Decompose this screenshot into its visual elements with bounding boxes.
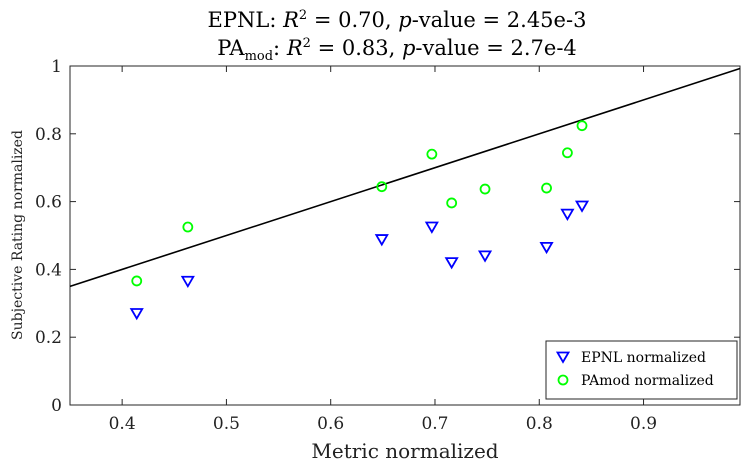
legend-label-epnl: EPNL normalized <box>581 350 706 366</box>
epnl-point <box>424 221 439 234</box>
series-epnl-normalized <box>129 200 590 321</box>
y-tick-label: 0.8 <box>35 125 62 145</box>
y-tick-label: 0.4 <box>35 260 62 280</box>
x-tick-label: 0.7 <box>421 414 448 434</box>
x-tick-label: 0.5 <box>213 414 240 434</box>
epnl-point <box>180 275 195 289</box>
x-tick-label: 0.6 <box>317 414 344 434</box>
legend-marker-pamod <box>557 374 569 386</box>
epnl-point <box>560 208 575 221</box>
epnl-point <box>477 250 493 263</box>
pamod-point <box>426 148 438 160</box>
chart-title-line-2: PAmod: R2 = 0.83, p-value = 2.7e-4 <box>217 36 577 64</box>
pamod-point <box>446 197 458 209</box>
legend-marker-epnl <box>555 351 571 364</box>
pamod-point <box>576 120 588 132</box>
pamod-point <box>479 183 491 195</box>
y-tick-label: 0 <box>51 396 62 416</box>
x-axis-label: Metric normalized <box>311 439 498 463</box>
x-tick-label: 0.8 <box>526 414 553 434</box>
legend-box <box>545 340 738 400</box>
epnl-point <box>574 200 590 213</box>
pamod-point <box>562 147 573 159</box>
x-axis-ticks: 0.4 0.5 0.6 0.7 0.8 0.9 <box>109 66 657 434</box>
epnl-point <box>539 241 554 255</box>
plot-area: 0.4 0.5 0.6 0.7 0.8 0.9 0 0.2 0.4 0.6 0.8 1 <box>35 57 741 434</box>
y-tick-label: 0.2 <box>35 328 62 348</box>
legend: EPNL normalized PAmod normalized <box>545 340 738 400</box>
reference-line-path <box>69 67 741 288</box>
pamod-point <box>376 181 388 193</box>
x-tick-label: 0.9 <box>630 414 657 434</box>
legend-label-pamod: PAmod normalized <box>581 373 714 389</box>
pamod-point <box>182 221 194 233</box>
reference-line <box>69 67 741 288</box>
pamod-point <box>131 275 143 287</box>
pamod-point <box>541 182 552 194</box>
y-axis-label: Subjective Rating normalized <box>10 130 26 340</box>
series-pamod-normalized <box>131 120 588 287</box>
epnl-point <box>374 234 389 247</box>
epnl-point <box>129 308 144 321</box>
y-axis-ticks: 0 0.2 0.4 0.6 0.8 1 <box>35 57 740 416</box>
y-tick-label: 0.6 <box>35 193 62 213</box>
y-tick-label: 1 <box>51 57 62 77</box>
x-tick-label: 0.4 <box>109 414 136 434</box>
epnl-point <box>444 257 459 270</box>
chart-title-line-1: EPNL: R2 = 0.70, p-value = 2.45e-3 <box>208 8 587 32</box>
